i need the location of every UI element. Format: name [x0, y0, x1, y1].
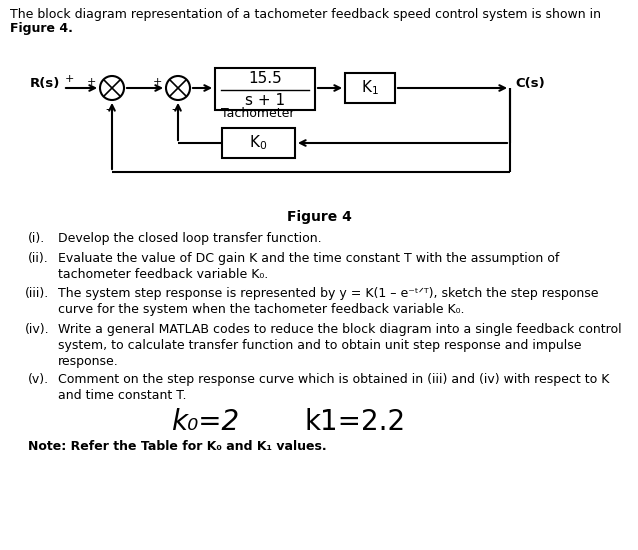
- Text: and time constant T.: and time constant T.: [58, 389, 186, 402]
- Text: response.: response.: [58, 355, 119, 368]
- Text: s + 1: s + 1: [245, 93, 285, 108]
- Text: Figure 4.: Figure 4.: [10, 22, 73, 35]
- Text: +: +: [152, 77, 162, 87]
- Bar: [222, 128, 295, 158]
- Text: K$_1$: K$_1$: [361, 79, 379, 97]
- Text: C(s): C(s): [515, 76, 545, 90]
- Text: +: +: [87, 77, 96, 87]
- Text: system, to calculate transfer function and to obtain unit step response and impu: system, to calculate transfer function a…: [58, 339, 581, 352]
- Text: -: -: [106, 103, 110, 116]
- Text: The block diagram representation of a tachometer feedback speed control system i: The block diagram representation of a ta…: [10, 8, 601, 21]
- Text: -: -: [172, 103, 176, 116]
- Text: k1=2.2: k1=2.2: [304, 408, 406, 436]
- Text: (iii).: (iii).: [25, 287, 49, 300]
- Text: The system step response is represented by y = K(1 – e⁻ᵗᐟᵀ), sketch the step res: The system step response is represented …: [58, 287, 598, 300]
- Text: tachometer feedback variable K₀.: tachometer feedback variable K₀.: [58, 268, 268, 281]
- Text: K$_0$: K$_0$: [249, 134, 268, 152]
- Bar: [215, 68, 315, 110]
- Text: (ii).: (ii).: [28, 252, 48, 265]
- Text: (i).: (i).: [28, 232, 45, 245]
- Text: Write a general MATLAB codes to reduce the block diagram into a single feedback : Write a general MATLAB codes to reduce t…: [58, 323, 621, 336]
- Text: +: +: [65, 74, 75, 84]
- Text: (v).: (v).: [28, 373, 49, 386]
- Text: (iv).: (iv).: [25, 323, 50, 336]
- Text: 15.5: 15.5: [248, 71, 282, 86]
- Text: k₀=2: k₀=2: [171, 408, 239, 436]
- Text: Comment on the step response curve which is obtained in (iii) and (iv) with resp: Comment on the step response curve which…: [58, 373, 609, 386]
- Text: Evaluate the value of DC gain K and the time constant T with the assumption of: Evaluate the value of DC gain K and the …: [58, 252, 560, 265]
- Text: curve for the system when the tachometer feedback variable K₀.: curve for the system when the tachometer…: [58, 303, 464, 316]
- Text: R(s): R(s): [29, 76, 60, 90]
- Text: Note: Refer the Table for K₀ and K₁ values.: Note: Refer the Table for K₀ and K₁ valu…: [28, 440, 327, 453]
- Text: Develop the closed loop transfer function.: Develop the closed loop transfer functio…: [58, 232, 322, 245]
- Bar: [345, 73, 395, 103]
- Text: Figure 4: Figure 4: [286, 210, 352, 224]
- Text: Tachometer: Tachometer: [221, 107, 295, 120]
